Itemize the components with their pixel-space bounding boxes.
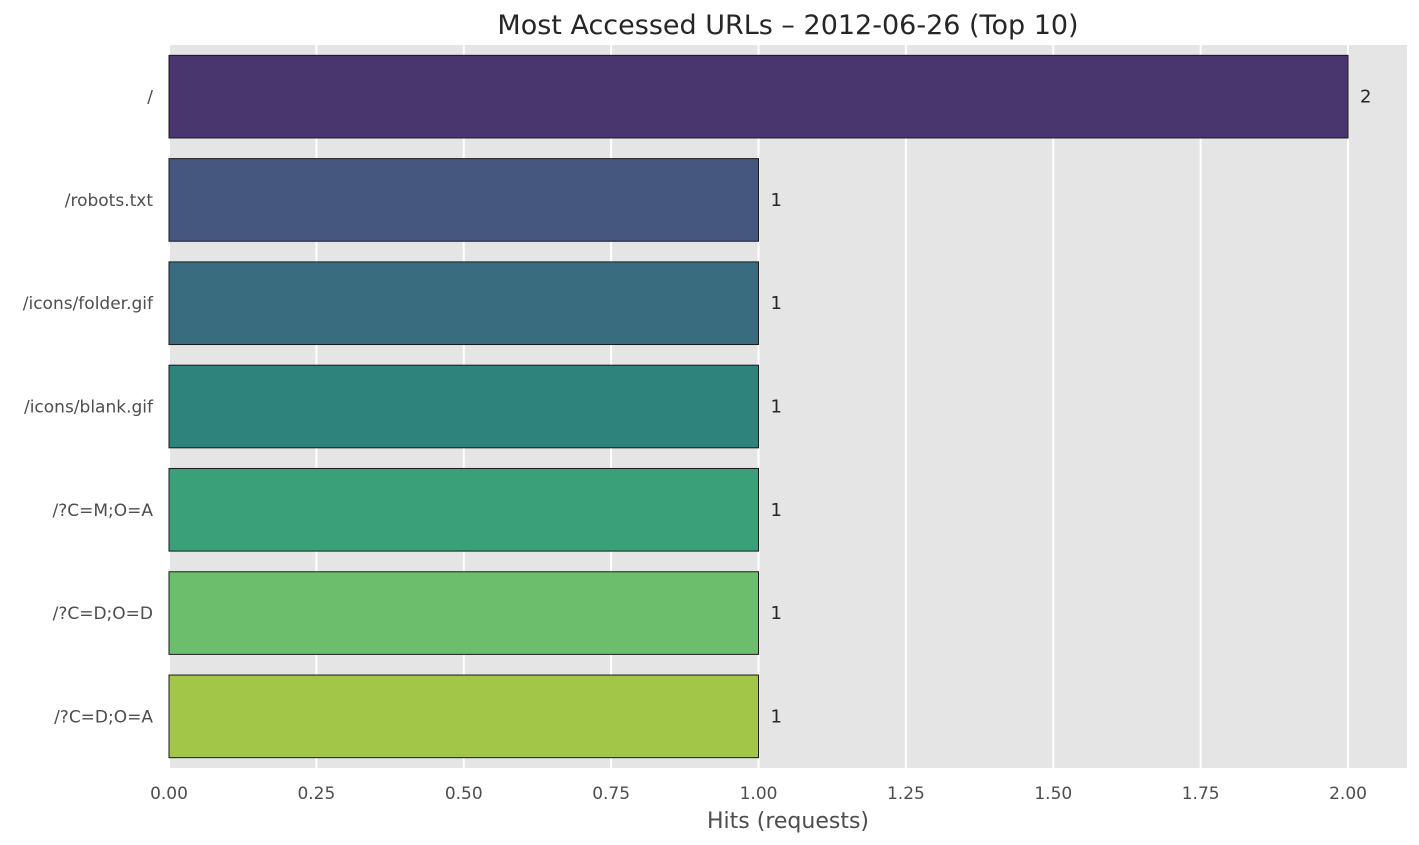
y-tick-label: / [147,88,153,108]
bar [168,467,760,552]
x-tick-label: 1.75 [1182,784,1220,804]
bar-value-label: 2 [1360,87,1371,108]
bars [168,54,1349,759]
bar [168,571,760,655]
bar-value-label: 1 [771,500,782,521]
y-axis-ticks: / /robots.txt/icons/folder.gif/icons/blan… [23,88,154,728]
x-tick-label: 1.25 [887,784,925,804]
x-axis-label: Hits (requests) [707,809,869,834]
bar [168,261,760,346]
y-tick-label: /?C=D;O=D [53,604,153,624]
x-tick-label: 1.00 [740,784,778,804]
y-tick-label: /icons/blank.gif [24,398,154,418]
x-tick-label: 1.50 [1034,784,1072,804]
bar-value-label: 1 [771,706,782,727]
x-tick-label: 0.25 [297,784,335,804]
bar [168,54,1349,139]
bar [168,674,760,759]
bar-value-label: 1 [771,603,782,624]
x-tick-label: 0.75 [592,784,630,804]
x-tick-label: 0.00 [150,784,188,804]
bar-value-label: 1 [771,190,782,211]
bar [168,158,760,242]
bar-value-label: 1 [771,397,782,418]
y-tick-label: /icons/folder.gif [23,294,154,314]
bar [168,364,760,449]
x-tick-label: 2.00 [1329,784,1367,804]
data-labels: 2 1 1 1 1 1 1 [771,87,1372,728]
chart-title: Most Accessed URLs – 2012-06-26 (Top 10) [497,10,1078,41]
x-tick-label: 0.50 [445,784,483,804]
y-tick-label: /?C=M;O=A [52,501,153,521]
bar-value-label: 1 [771,293,782,314]
y-tick-label: /?C=D;O=A [54,707,153,727]
x-axis-ticks: 0.00 0.25 0.50 0.75 1.00 1.25 1.50 1.75 2.00 [150,784,1367,804]
y-tick-label: /robots.txt [65,191,154,211]
